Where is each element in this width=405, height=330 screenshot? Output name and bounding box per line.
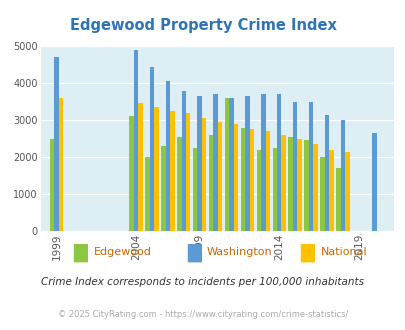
Bar [281, 135, 285, 231]
Text: National: National [320, 248, 367, 257]
Bar [320, 157, 324, 231]
Bar [272, 148, 276, 231]
Bar [192, 148, 197, 231]
Text: █: █ [300, 243, 313, 262]
Bar [197, 96, 201, 231]
Text: Edgewood Property Crime Index: Edgewood Property Crime Index [69, 18, 336, 33]
Bar [50, 139, 54, 231]
Bar [288, 137, 292, 231]
Bar [177, 137, 181, 231]
Bar [213, 94, 217, 231]
Text: Crime Index corresponds to incidents per 100,000 inhabitants: Crime Index corresponds to incidents per… [41, 278, 364, 287]
Bar [297, 139, 301, 231]
Bar [304, 141, 308, 231]
Text: Edgewood: Edgewood [93, 248, 151, 257]
Bar [181, 90, 185, 231]
Bar [138, 104, 143, 231]
Bar [224, 98, 229, 231]
Bar [59, 98, 63, 231]
Bar [145, 157, 149, 231]
Bar [233, 124, 238, 231]
Bar [245, 96, 249, 231]
Bar [54, 57, 59, 231]
Bar [308, 102, 313, 231]
Text: Washington: Washington [207, 248, 272, 257]
Bar [165, 81, 170, 231]
Bar [292, 102, 297, 231]
Bar [249, 129, 254, 231]
Bar [209, 135, 213, 231]
Bar [129, 116, 134, 231]
Bar [240, 127, 245, 231]
Bar [265, 131, 269, 231]
Bar [344, 151, 349, 231]
Bar [313, 144, 317, 231]
Bar [371, 133, 376, 231]
Text: © 2025 CityRating.com - https://www.cityrating.com/crime-statistics/: © 2025 CityRating.com - https://www.city… [58, 310, 347, 319]
Bar [260, 94, 265, 231]
Text: █: █ [73, 243, 87, 262]
Bar [149, 67, 154, 231]
Bar [217, 122, 222, 231]
Bar [201, 118, 206, 231]
Bar [256, 150, 260, 231]
Bar [324, 115, 328, 231]
Bar [229, 98, 233, 231]
Bar [134, 50, 138, 231]
Bar [161, 146, 165, 231]
Bar [154, 107, 158, 231]
Bar [276, 94, 281, 231]
Bar [335, 168, 340, 231]
Bar [185, 113, 190, 231]
Text: █: █ [186, 243, 200, 262]
Bar [340, 120, 344, 231]
Bar [170, 111, 174, 231]
Bar [328, 150, 333, 231]
